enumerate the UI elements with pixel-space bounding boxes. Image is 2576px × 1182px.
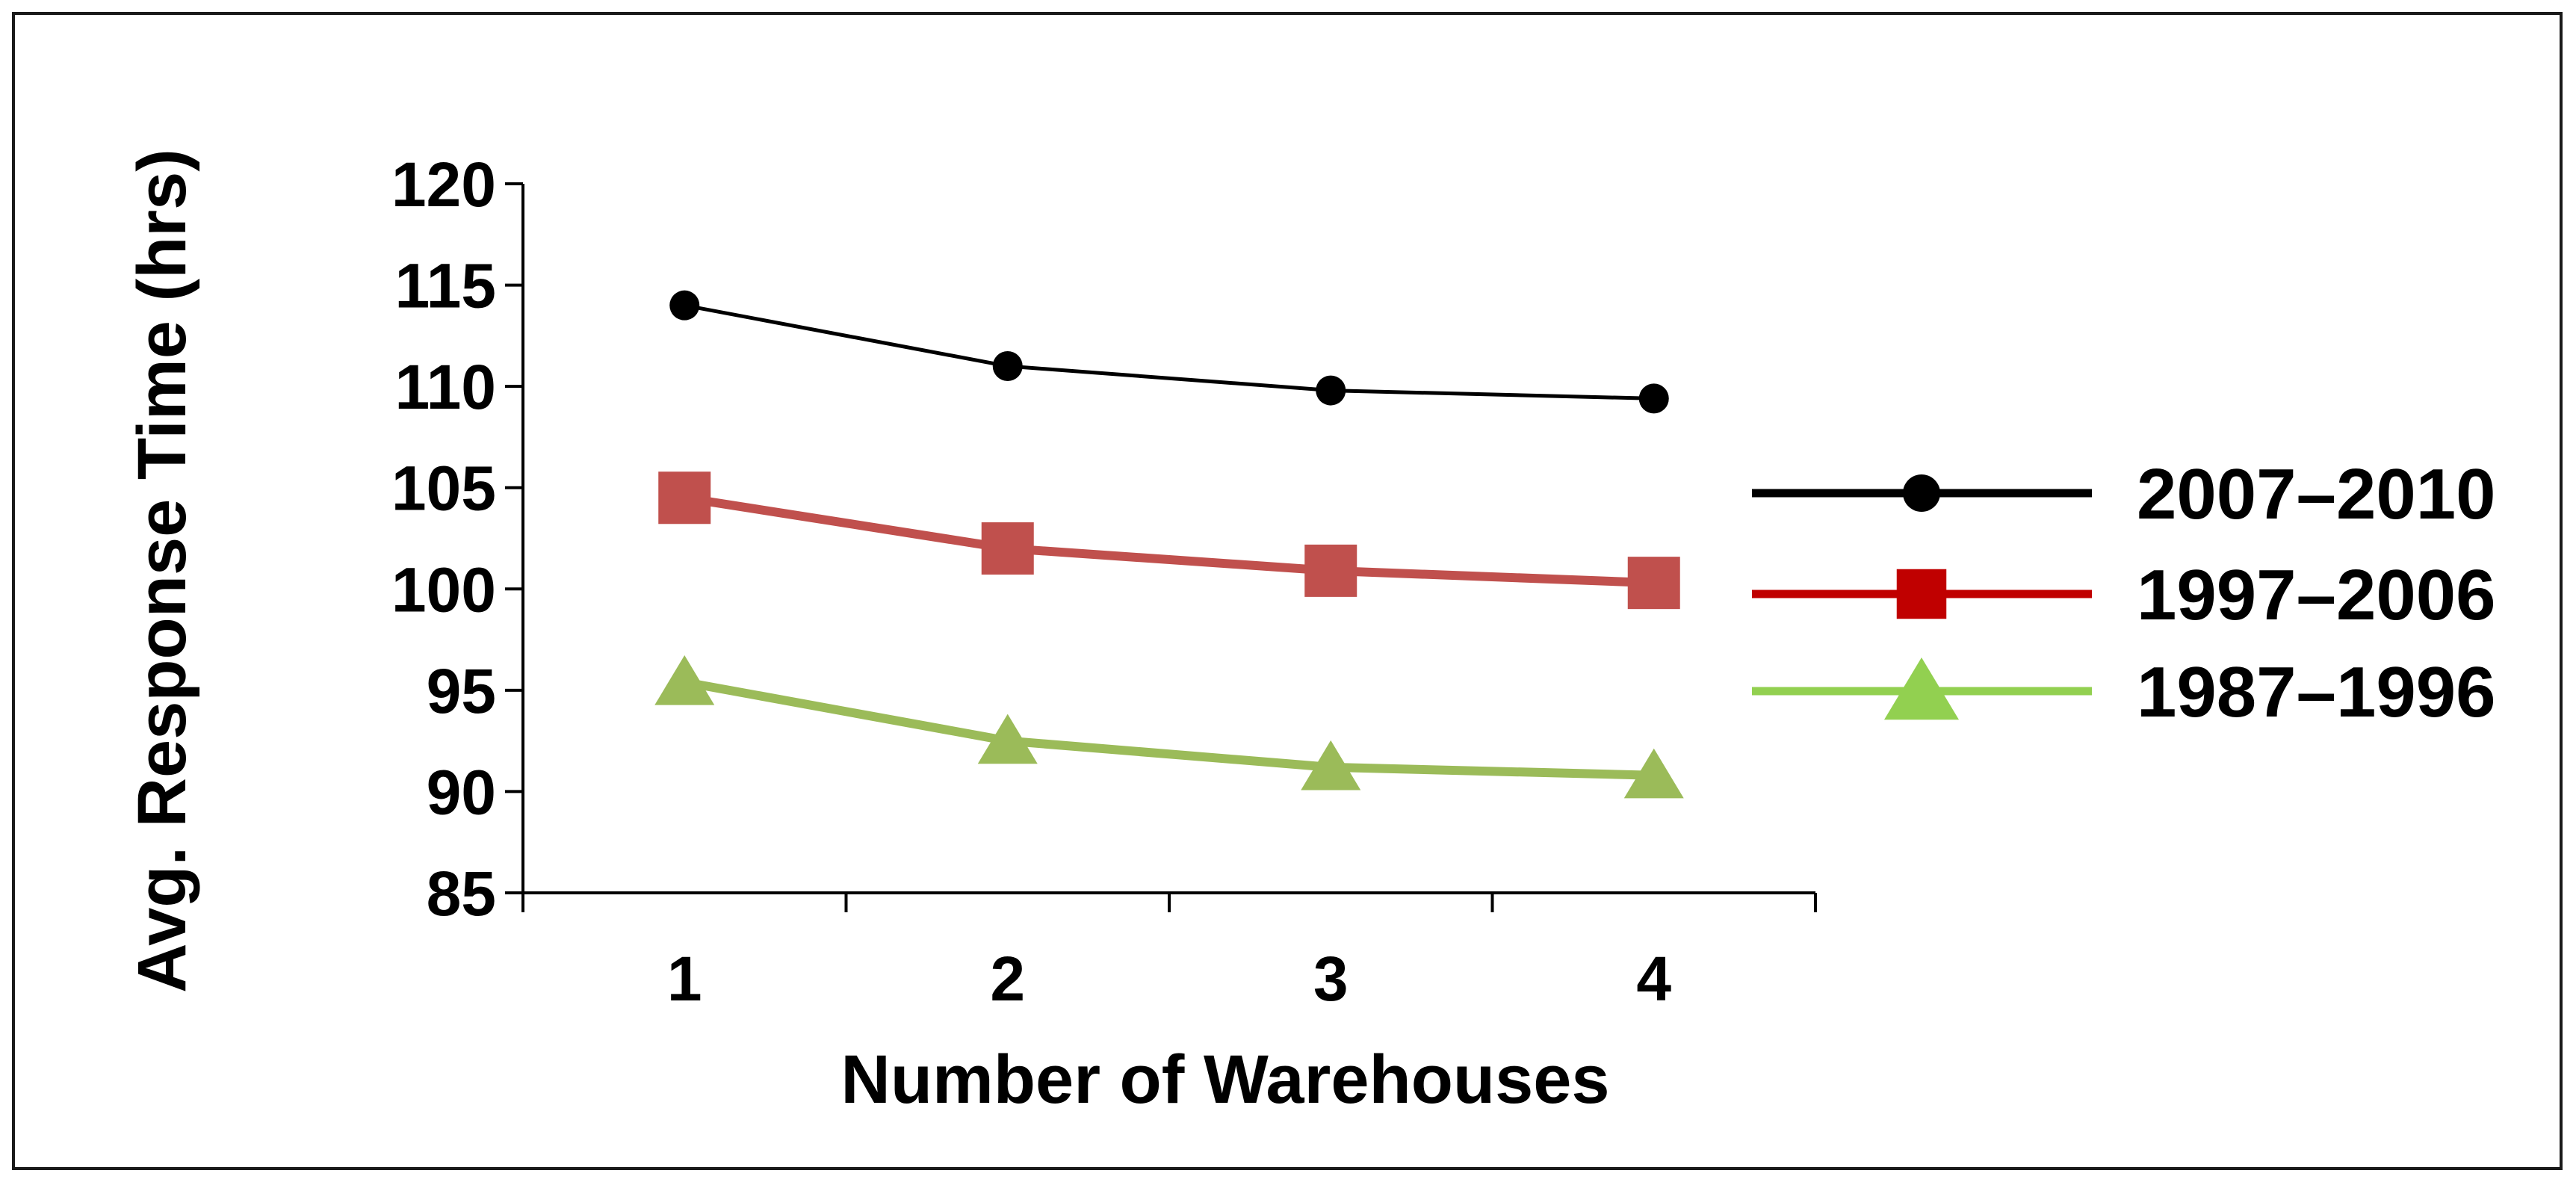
data-point — [1627, 557, 1680, 610]
y-tick-label: 90 — [427, 757, 496, 827]
chart-border — [12, 12, 2563, 1170]
y-tick-label: 105 — [391, 454, 496, 524]
legend-entry: 1997–2006 — [1752, 555, 2496, 635]
y-tick-label: 120 — [391, 149, 496, 220]
series-layer — [654, 290, 1684, 799]
legend-marker — [1903, 474, 1940, 512]
data-point — [1316, 375, 1346, 406]
series-line — [680, 678, 1659, 780]
data-point — [977, 714, 1038, 764]
series-3 — [654, 655, 1684, 799]
legend-marker — [1896, 569, 1947, 619]
legend-entry: 1987–1996 — [1752, 652, 2496, 732]
data-point — [654, 655, 715, 705]
series-line — [682, 303, 1656, 400]
data-point — [1301, 740, 1361, 790]
legend-label: 1987–1996 — [2137, 652, 2496, 732]
x-tick-label: 3 — [1313, 944, 1349, 1014]
axes: 85 90 95 100 105 110 115 120 1 2 3 4 — [391, 149, 1817, 1014]
y-tick-label: 115 — [394, 251, 496, 321]
legend-label: 1997–2006 — [2137, 555, 2496, 635]
y-tick-label: 85 — [427, 858, 496, 929]
x-tick-label: 4 — [1636, 944, 1671, 1014]
y-tick-label: 95 — [427, 656, 496, 726]
data-point — [1638, 383, 1669, 414]
data-point — [1304, 544, 1357, 597]
data-point — [981, 522, 1034, 575]
legend-marker — [1884, 657, 1959, 720]
legend: 2007–2010 1997–2006 1987–1996 — [1752, 454, 2496, 732]
data-point — [1623, 748, 1684, 799]
x-axis-title: Number of Warehouses — [840, 1042, 1609, 1118]
data-point — [992, 351, 1023, 382]
data-point — [658, 471, 711, 525]
y-axis-title: Avg. Response Time (hrs) — [124, 149, 200, 993]
y-tick-label: 100 — [391, 554, 496, 625]
legend-label: 2007–2010 — [2137, 454, 2496, 534]
series-2 — [658, 471, 1680, 610]
series-1 — [669, 290, 1669, 414]
series-line — [680, 493, 1659, 588]
legend-entry: 2007–2010 — [1752, 454, 2496, 534]
x-tick-label: 2 — [990, 944, 1025, 1014]
x-tick-label: 1 — [667, 944, 702, 1014]
y-tick-label: 110 — [394, 352, 496, 422]
data-point — [669, 290, 700, 321]
